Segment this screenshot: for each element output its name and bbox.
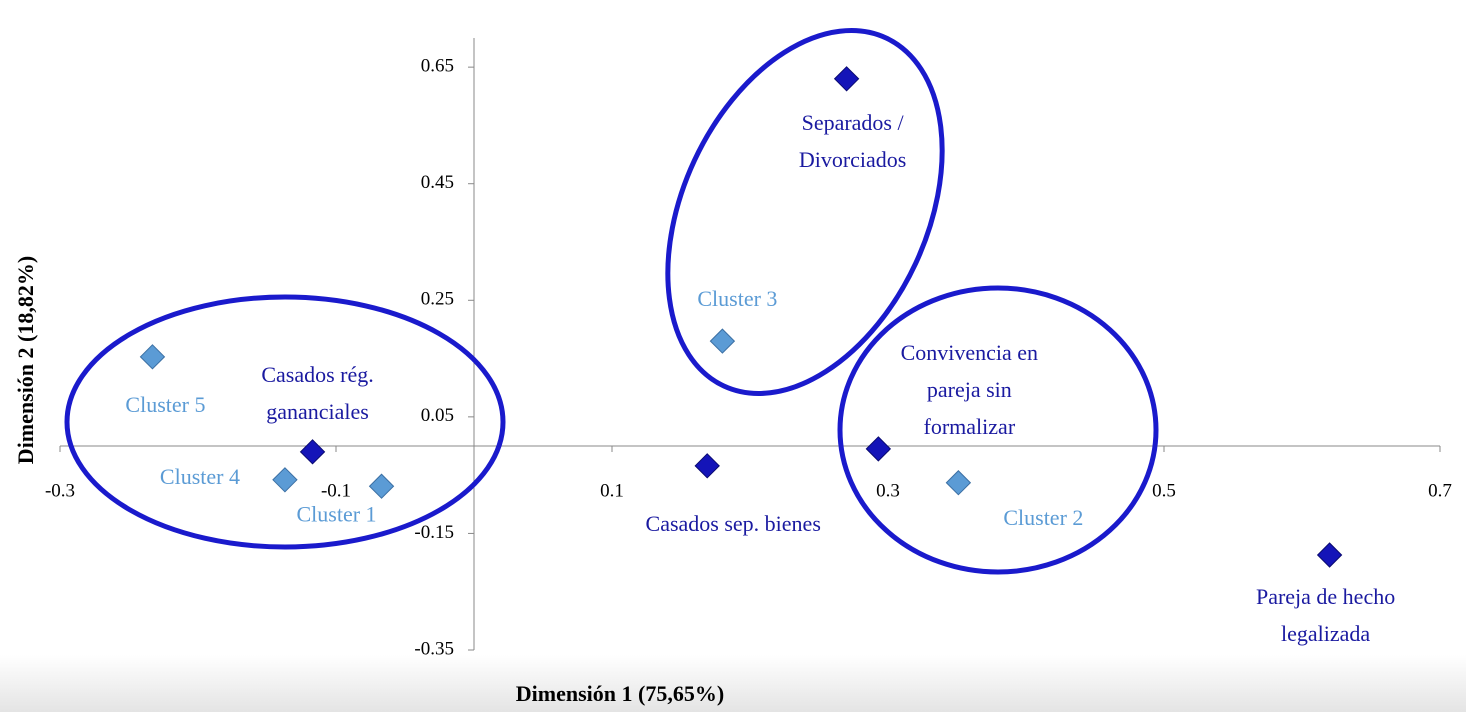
point xyxy=(139,344,166,370)
point xyxy=(709,328,736,354)
x-tick-label: 0.3 xyxy=(876,480,900,501)
point-label: formalizar xyxy=(924,414,1016,439)
point-label: Separados / xyxy=(802,110,905,135)
point-label: Casados sep. bienes xyxy=(646,511,821,536)
point xyxy=(368,473,395,499)
y-axis-title: Dimensión 2 (18,82%) xyxy=(13,256,38,464)
y-tick-label: -0.15 xyxy=(414,522,454,543)
point xyxy=(272,467,298,493)
cluster-ellipse xyxy=(665,28,945,396)
point-label: gananciales xyxy=(266,399,369,424)
point-label: Cluster 2 xyxy=(1003,505,1083,530)
point xyxy=(833,66,860,92)
x-tick-label: 0.7 xyxy=(1428,480,1452,501)
y-tick-label: 0.65 xyxy=(421,56,454,77)
x-tick-label: 0.5 xyxy=(1152,480,1176,501)
y-tick-label: 0.05 xyxy=(421,405,454,426)
point-label: Pareja de hecho xyxy=(1256,584,1395,609)
point-label: Casados rég. xyxy=(261,362,373,387)
plot-area: 0.65 0.45 0.25 0.05 -0.15 -0.35 -0.3 -0.1 0.1 0.3… xyxy=(45,38,1452,659)
point-label: Cluster 4 xyxy=(160,464,240,489)
point-label: legalizada xyxy=(1281,621,1370,646)
point xyxy=(694,453,720,479)
x-axis-title: Dimensión 1 (75,65%) xyxy=(516,681,724,706)
point xyxy=(865,436,892,462)
x-tick-label: 0.1 xyxy=(600,480,624,501)
cluster-ellipse xyxy=(64,294,506,550)
x-tick-label: -0.1 xyxy=(321,480,351,501)
point xyxy=(1316,542,1343,568)
point-label: Cluster 5 xyxy=(125,392,205,417)
point-label: Cluster 3 xyxy=(697,286,777,311)
y-tick-label: 0.25 xyxy=(421,289,454,310)
point xyxy=(299,439,326,465)
x-tick-label: -0.3 xyxy=(45,480,75,501)
point xyxy=(945,470,972,496)
point-label: Convivencia en xyxy=(901,340,1038,365)
y-tick-label: -0.35 xyxy=(414,638,454,659)
point-label: Divorciados xyxy=(799,147,907,172)
cluster-ellipse xyxy=(837,285,1159,575)
y-tick-label: 0.45 xyxy=(421,172,454,193)
point-label: pareja sin xyxy=(927,377,1012,402)
point-label: Cluster 1 xyxy=(297,501,377,526)
